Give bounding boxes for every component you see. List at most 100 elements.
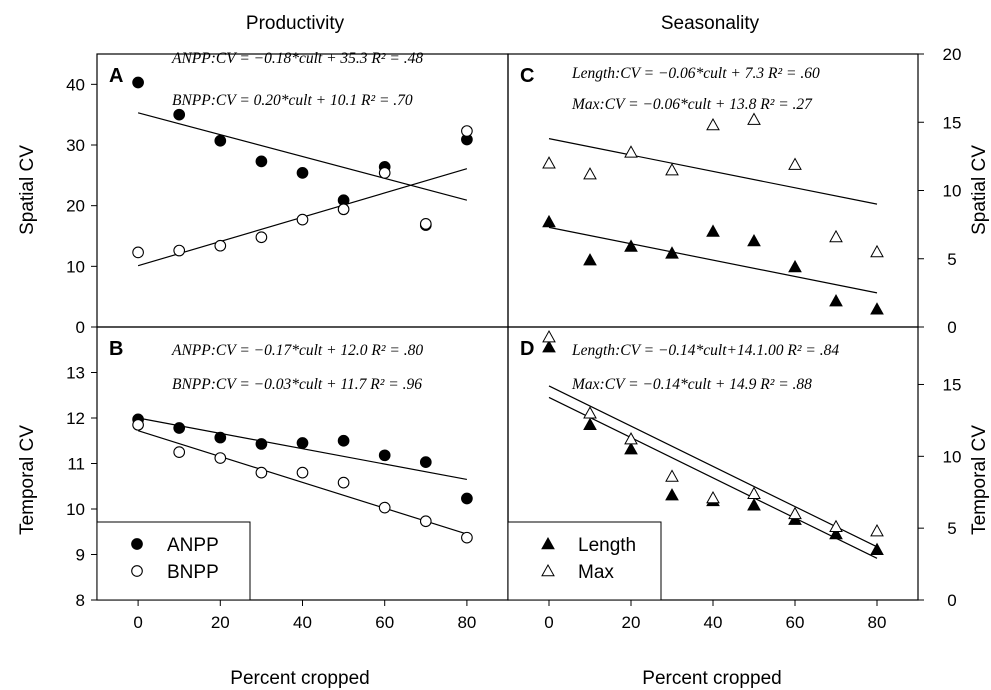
data-point-length [829,294,843,307]
data-point-anpp [296,437,309,449]
data-point-bnpp [173,446,186,458]
y-tick-label: 20 [943,45,962,64]
regression-equation: BNPP:CV = 0.20*cult + 10.1 R² = .70 [172,92,413,109]
data-point-length [747,233,761,247]
data-point-length [829,526,843,540]
regression-equation: ANPP:CV = −0.18*cult + 35.3 R² = .48 [171,50,423,67]
data-point-bnpp [296,213,309,226]
legend-box [96,521,251,601]
ylabel-right-bottom: Temporal CV [969,425,990,535]
data-point-max [788,157,802,170]
legend-label: Length [578,535,636,556]
data-point-bnpp [378,167,391,179]
legend: Length Max [507,521,662,601]
ylabel-left-bottom: Temporal CV [17,425,38,535]
legend-marker-bnpp [131,565,143,577]
data-point-anpp [255,438,268,450]
column-title-seasonality: Seasonality [661,13,760,34]
data-point-max [870,244,884,258]
data-point-bnpp [132,418,144,431]
regression-equation: Length:CV = −0.14*cult+14.1.00 R² = .84 [571,342,839,359]
regression-equation-rest: :CV = −0.14*cult + 14.9 R² = .88 [600,376,813,393]
y-tick-label: 0 [947,318,956,337]
regression-equation-rest: :CV = −0.03*cult + 11.7 R² = .96 [211,376,422,393]
x-tick-label: 0 [133,613,142,632]
data-point-length [747,498,761,511]
y-tick-label: 12 [66,409,85,428]
data-point-bnpp [255,466,268,479]
data-point-anpp [296,167,309,179]
y-tick-label: 10 [66,257,85,276]
data-point-max [706,490,720,504]
data-point-length [665,488,679,501]
data-point-length [624,239,638,252]
regression-equation-rest: :CV = −0.17*cult + 12.0 R² = .80 [211,342,424,359]
data-point-max [583,406,597,419]
y-tick-label: 9 [76,546,85,565]
x-tick-label: 0 [544,613,553,632]
legend-label: Max [578,562,614,583]
fit-line-max [548,138,878,205]
data-point-max [665,469,679,482]
data-point-max [747,112,761,125]
data-point-length [870,542,884,556]
data-point-anpp [214,431,227,444]
data-point-length [788,259,802,273]
y-tick-label: 8 [76,591,85,610]
regression-equation: Max:CV = −0.14*cult + 14.9 R² = .88 [571,376,812,393]
legend-box [507,521,662,601]
panel-letter: B [109,338,123,360]
regression-equation: Max:CV = −0.06*cult + 13.8 R² = .27 [571,96,813,113]
regression-equation-rest: :CV = −0.14*cult+14.1.00 R² = .84 [615,342,839,359]
data-point-length [706,224,720,237]
data-point-bnpp [378,501,391,514]
fit-line-length [548,396,878,559]
data-point-anpp [378,449,391,462]
data-point-length [583,253,597,266]
legend-marker-anpp [131,538,143,550]
x-tick-label: 20 [622,613,641,632]
panel-c: 0 5 10 15 20 C Length:CV = −0.06*cult + 7.3 R²… [507,45,962,337]
xlabel-right: Percent cropped [642,668,781,689]
regression-equation: BNPP:CV = −0.03*cult + 11.7 R² = .96 [172,376,422,393]
y-tick-label: 13 [66,364,85,383]
data-point-anpp [255,155,268,168]
regression-equation-var: Length [571,342,615,359]
data-point-bnpp [461,531,473,544]
data-point-max [870,524,884,537]
y-tick-label: 11 [67,455,85,474]
data-point-length [870,302,884,315]
x-tick-label: 60 [786,613,805,632]
regression-equation-rest: :CV = −0.06*cult + 13.8 R² = .27 [600,96,814,113]
data-point-anpp [173,108,186,121]
x-tick-label: 80 [457,613,476,632]
regression-equation-var: BNPP [172,376,211,393]
data-point-bnpp [296,466,309,479]
regression-equation-var: ANPP [171,50,211,67]
ylabel-right-top: Spatial CV [969,145,990,235]
data-point-bnpp [337,203,350,216]
regression-equation-var: ANPP [171,342,211,359]
y-tick-label: 10 [943,182,962,201]
fit-line-bnpp [137,430,468,535]
regression-equation-rest: :CV = −0.06*cult + 7.3 R² = .60 [615,65,820,82]
data-point-max [583,167,597,180]
data-point-bnpp [337,476,350,489]
data-point-length [624,442,638,455]
y-tick-label: 20 [66,197,85,216]
regression-equation: Length:CV = −0.06*cult + 7.3 R² = .60 [571,65,820,82]
data-point-anpp [461,492,473,505]
panel-a: 0 10 20 30 40 A ANPP:CV = −0.18*cult + 35.3 R²… [66,50,509,337]
x-tick-label: 80 [868,613,887,632]
panel-letter: A [109,65,123,87]
data-point-anpp [173,422,186,434]
data-point-bnpp [461,125,473,137]
panel-letter: D [520,338,534,360]
panel-frame [507,53,919,328]
y-tick-label: 30 [66,136,85,155]
data-point-max [788,506,802,520]
x-tick-label: 60 [375,613,394,632]
y-tick-label: 5 [947,519,956,538]
y-tick-label: 10 [66,500,85,519]
